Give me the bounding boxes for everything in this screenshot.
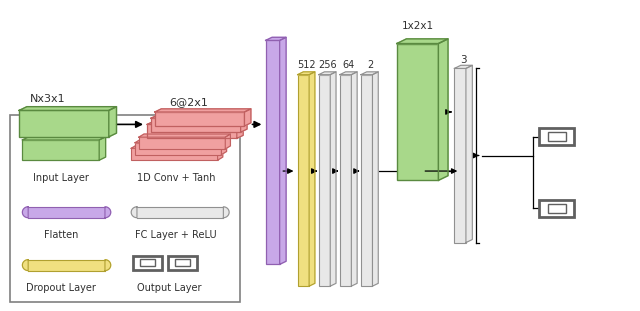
Bar: [22, 140, 99, 160]
Text: FC Layer + ReLU: FC Layer + ReLU: [135, 230, 217, 240]
Bar: [540, 128, 575, 145]
Bar: [131, 148, 218, 160]
Polygon shape: [131, 145, 223, 148]
Bar: [140, 259, 155, 267]
Polygon shape: [19, 107, 116, 110]
Bar: [548, 132, 566, 141]
Bar: [397, 44, 438, 180]
Polygon shape: [266, 37, 286, 40]
Polygon shape: [99, 137, 106, 160]
Polygon shape: [22, 137, 106, 140]
Polygon shape: [330, 72, 336, 286]
Bar: [133, 256, 161, 270]
Bar: [361, 75, 372, 286]
Polygon shape: [372, 72, 378, 286]
Polygon shape: [319, 72, 336, 75]
Text: 1x2x1: 1x2x1: [401, 21, 434, 31]
Text: Flatten: Flatten: [44, 230, 78, 240]
Bar: [135, 143, 221, 155]
Bar: [10, 115, 240, 302]
Polygon shape: [147, 121, 243, 124]
Polygon shape: [397, 39, 448, 44]
Polygon shape: [105, 207, 111, 218]
Bar: [454, 68, 466, 243]
Polygon shape: [340, 72, 357, 75]
Text: 512: 512: [297, 60, 316, 70]
Bar: [19, 110, 109, 137]
Bar: [540, 200, 575, 217]
Polygon shape: [244, 109, 251, 126]
Polygon shape: [438, 39, 448, 180]
Bar: [548, 204, 566, 213]
Text: 64: 64: [342, 60, 355, 70]
Polygon shape: [135, 140, 227, 143]
Bar: [155, 112, 244, 126]
Text: Input Layer: Input Layer: [33, 173, 89, 183]
Polygon shape: [466, 65, 472, 243]
Polygon shape: [22, 207, 28, 218]
Bar: [28, 207, 105, 218]
Bar: [340, 75, 351, 286]
Text: Dropout Layer: Dropout Layer: [26, 283, 96, 293]
Polygon shape: [131, 207, 137, 218]
Bar: [298, 75, 309, 286]
Polygon shape: [22, 260, 28, 271]
Polygon shape: [361, 72, 378, 75]
Bar: [319, 75, 330, 286]
Polygon shape: [241, 115, 247, 132]
Text: 1D Conv + Tanh: 1D Conv + Tanh: [137, 173, 215, 183]
Bar: [147, 124, 237, 138]
Polygon shape: [454, 65, 472, 68]
Polygon shape: [280, 37, 286, 264]
Polygon shape: [155, 109, 251, 112]
Text: 256: 256: [318, 60, 337, 70]
Text: 2: 2: [367, 60, 373, 70]
Polygon shape: [151, 115, 247, 118]
Bar: [139, 137, 225, 149]
Polygon shape: [109, 107, 116, 137]
Bar: [137, 207, 223, 218]
Polygon shape: [221, 140, 227, 155]
Text: 3: 3: [460, 55, 467, 65]
Bar: [175, 259, 190, 267]
Polygon shape: [351, 72, 357, 286]
Text: Output Layer: Output Layer: [138, 283, 202, 293]
Polygon shape: [237, 121, 243, 138]
Bar: [151, 118, 241, 132]
Polygon shape: [218, 145, 223, 160]
Text: Nx3x1: Nx3x1: [30, 94, 66, 104]
Polygon shape: [298, 72, 315, 75]
Bar: [168, 256, 196, 270]
Text: 6@2x1: 6@2x1: [170, 97, 208, 107]
Polygon shape: [139, 134, 230, 137]
Bar: [28, 260, 105, 271]
Polygon shape: [309, 72, 315, 286]
Bar: [266, 40, 280, 264]
Polygon shape: [225, 134, 230, 149]
Polygon shape: [223, 207, 229, 218]
Polygon shape: [105, 260, 111, 271]
